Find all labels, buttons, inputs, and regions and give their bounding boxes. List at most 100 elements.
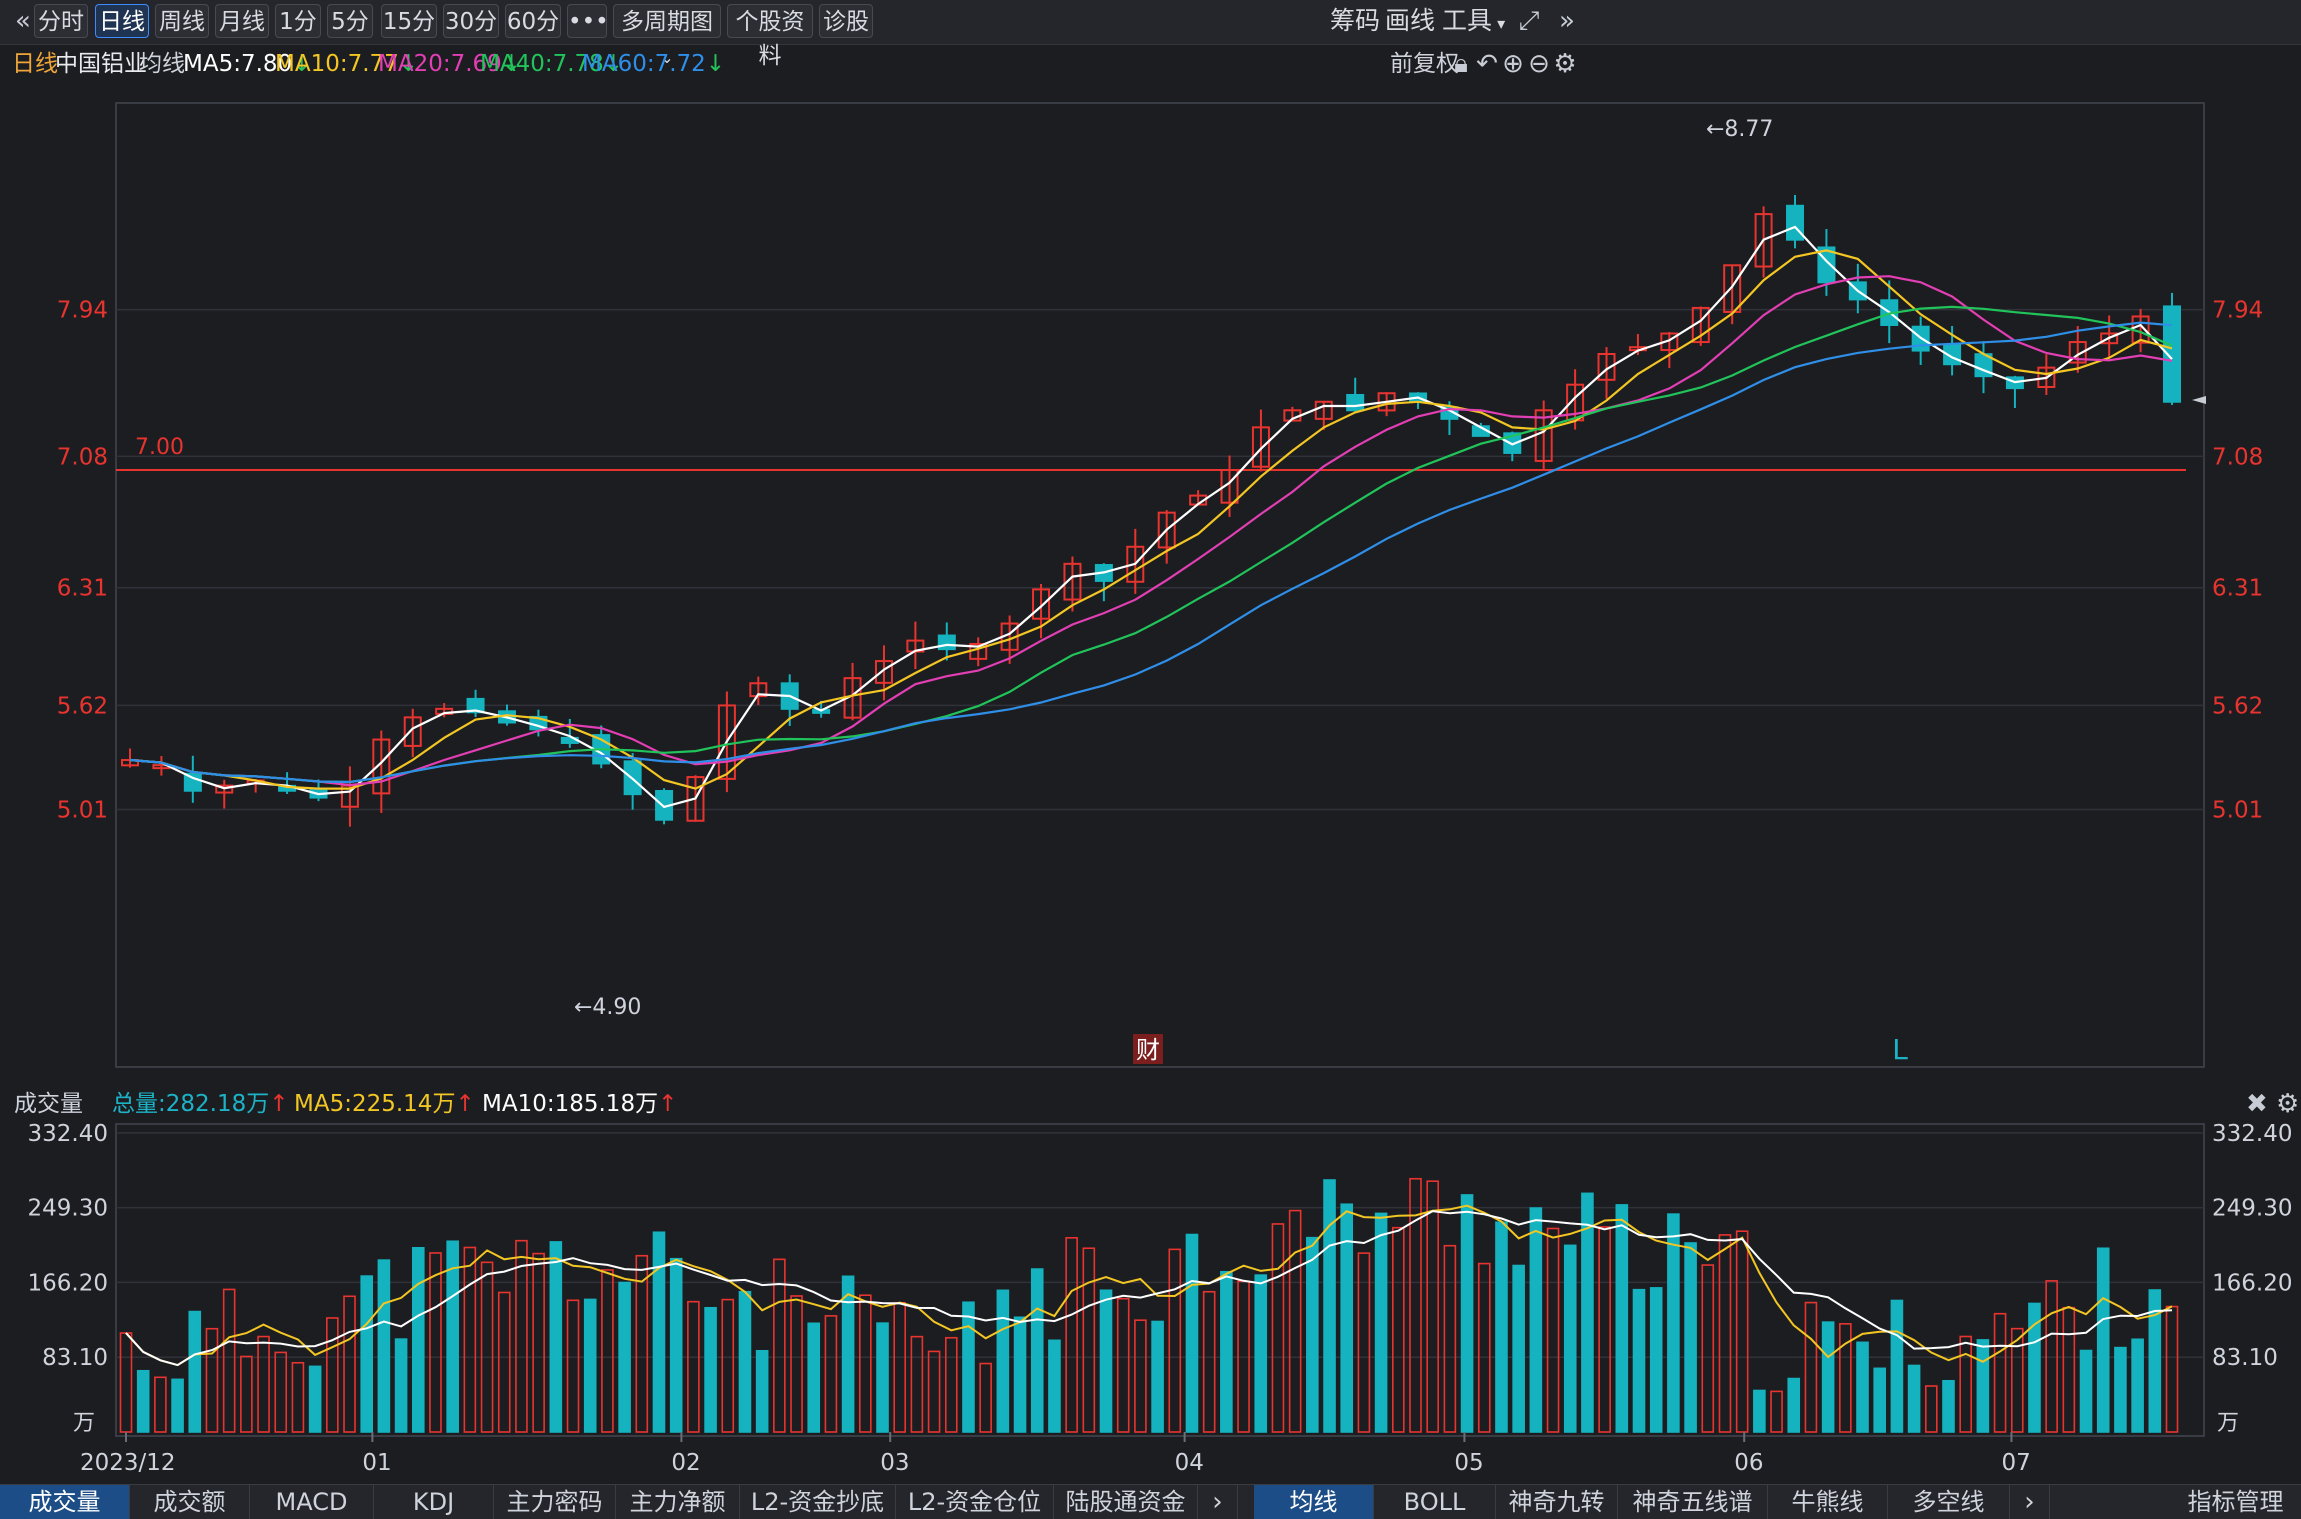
price-tick-label: 6.31 — [2212, 576, 2263, 602]
volume-bar — [618, 1281, 631, 1433]
volume-bar — [480, 1261, 494, 1433]
volume-bar — [1271, 1223, 1285, 1433]
tab-l2-position[interactable]: L2-资金仓位 — [896, 1485, 1054, 1519]
multi-period-dropdown[interactable]: 多周期图 ⌄ — [613, 4, 721, 67]
stock-profile-button[interactable]: 个股资料 — [727, 4, 813, 69]
tab-15min[interactable]: 15分 — [381, 4, 437, 38]
volume-bar — [1529, 1207, 1543, 1433]
volume-ma10: MA10:185.18万↑ — [482, 1091, 678, 1117]
diagnose-button[interactable]: 诊股 — [819, 4, 873, 38]
tab-northbound[interactable]: 陆股通资金 — [1054, 1485, 1198, 1519]
candle-body — [2037, 366, 2056, 388]
double-chevron-right-icon[interactable]: » — [1559, 6, 1575, 36]
volume-bar — [1323, 1179, 1336, 1433]
ma20-line — [129, 275, 2173, 787]
volume-bar — [2079, 1349, 2093, 1433]
volume-bar — [1426, 1180, 1439, 1433]
tab-magic-nine[interactable]: 神奇九转 — [1496, 1485, 1618, 1519]
chevron-right-icon[interactable]: › — [1198, 1485, 1238, 1519]
tab-minute[interactable]: 分时 — [34, 4, 88, 38]
tab-boll[interactable]: BOLL — [1374, 1485, 1496, 1519]
chips-button[interactable]: 筹码 — [1330, 6, 1381, 35]
volume-bar — [1048, 1339, 1061, 1433]
volume-bar — [1890, 1299, 1904, 1433]
tab-l2-bottom-fishing[interactable]: L2-资金抄底 — [740, 1485, 896, 1519]
volume-bar — [136, 1369, 150, 1433]
x-tick-label: 06 — [1734, 1450, 1763, 1476]
volume-title[interactable]: 成交量 — [14, 1091, 83, 1117]
settings-icon[interactable]: ⚙ — [1553, 49, 1577, 79]
tab-daily[interactable]: 日线 — [95, 4, 149, 38]
price-chart[interactable]: 7.94 7.08 6.31 5.62 5.01 7.94 7.08 6.31 5.62 5.0… — [0, 84, 2301, 1084]
zoom-out-icon[interactable]: ⊖ — [1528, 49, 1550, 79]
undo-icon[interactable]: ↶ — [1476, 49, 1498, 79]
more-periods-button[interactable]: ••• — [567, 4, 609, 38]
chevron-right-icon[interactable]: › — [2010, 1485, 2050, 1519]
candle-body — [1251, 426, 1270, 468]
indicator-manager-button[interactable]: 指标管理 — [2187, 1488, 2284, 1516]
volume-bar — [1873, 1367, 1887, 1433]
volume-bar — [687, 1300, 700, 1433]
volume-bar — [1185, 1233, 1199, 1433]
volume-chart[interactable]: 332.40 249.30 166.20 83.10 332.40 249.30 166.… — [0, 1120, 2301, 1484]
volume-bar — [326, 1317, 339, 1433]
panel-settings-icon[interactable]: ⚙ — [2276, 1089, 2300, 1119]
price-tick-label: 6.31 — [57, 576, 108, 602]
ma5-value: MA5:7.80↓ — [183, 51, 312, 77]
tab-monthly[interactable]: 月线 — [215, 4, 269, 38]
tab-turnover[interactable]: 成交额 — [130, 1485, 250, 1519]
double-chevron-left-icon[interactable]: « — [15, 6, 31, 36]
candle-body — [1440, 406, 1459, 420]
volume-bar — [1357, 1252, 1371, 1433]
financial-report-marker-text: 财 — [1136, 1036, 1160, 1064]
tab-volume[interactable]: 成交量 — [0, 1485, 130, 1519]
price-plot-frame — [115, 102, 2205, 1068]
tools-button[interactable]: 工具 ▾ — [1442, 6, 1506, 35]
ma-label[interactable]: 均线 — [139, 51, 185, 77]
volume-bar — [274, 1351, 288, 1433]
volume-bar — [1976, 1339, 1990, 1433]
tab-magic-five-lines[interactable]: 神奇五线谱 — [1618, 1485, 1768, 1519]
close-panel-icon[interactable]: ✖ — [2246, 1089, 2268, 1119]
zoom-in-icon[interactable]: ⊕ — [1502, 49, 1524, 79]
tab-weekly[interactable]: 周线 — [155, 4, 209, 38]
tab-long-short-line[interactable]: 多空线 — [1888, 1485, 2010, 1519]
x-axis-labels: 2023/12 01 02 03 04 05 06 07 — [80, 1432, 2031, 1476]
volume-bar — [996, 1289, 1010, 1433]
tab-5min[interactable]: 5分 — [327, 4, 373, 38]
candle-body — [874, 660, 893, 684]
volume-bar — [1134, 1319, 1147, 1433]
adjust-mode[interactable]: 前复权 — [1390, 51, 1459, 77]
volume-bar — [463, 1246, 477, 1433]
tab-macd[interactable]: MACD — [250, 1485, 374, 1519]
volume-bar — [154, 1376, 167, 1433]
volume-bar — [1306, 1236, 1319, 1433]
volume-tick-label: 83.10 — [2212, 1345, 2278, 1371]
low-price-label: ←4.90 — [574, 995, 641, 1020]
l-marker: L — [1892, 1033, 1908, 1066]
expand-arrows-icon[interactable]: ⤢ — [1518, 6, 1540, 36]
volume-bar — [876, 1322, 889, 1433]
tab-ma[interactable]: 均线 — [1254, 1485, 1374, 1519]
tab-1min[interactable]: 1分 — [275, 4, 321, 38]
volume-bar — [497, 1291, 511, 1433]
volume-bar — [1924, 1385, 1938, 1433]
candle-body — [183, 772, 202, 792]
volume-bar — [773, 1258, 786, 1433]
volume-bar — [962, 1301, 975, 1433]
price-y-axis-right: 7.94 7.08 6.31 5.62 5.01 — [2212, 298, 2263, 824]
price-grid — [116, 308, 2204, 811]
reference-price-label: 7.00 — [135, 435, 184, 460]
tab-30min[interactable]: 30分 — [443, 4, 499, 38]
tab-kdj[interactable]: KDJ — [374, 1485, 494, 1519]
tab-60min[interactable]: 60分 — [505, 4, 561, 38]
lock-icon[interactable]: 🔒︎ — [1454, 49, 1468, 79]
stock-name[interactable]: 中国铝业 — [55, 51, 147, 77]
tab-bull-bear-line[interactable]: 牛熊线 — [1768, 1485, 1888, 1519]
volume-bar — [2096, 1247, 2110, 1433]
candle-body — [215, 784, 234, 794]
tab-main-force-net[interactable]: 主力净额 — [616, 1485, 740, 1519]
tab-main-force-code[interactable]: 主力密码 — [494, 1485, 616, 1519]
draw-line-button[interactable]: 画线 — [1385, 6, 1436, 35]
x-tick-label: 02 — [671, 1450, 700, 1476]
